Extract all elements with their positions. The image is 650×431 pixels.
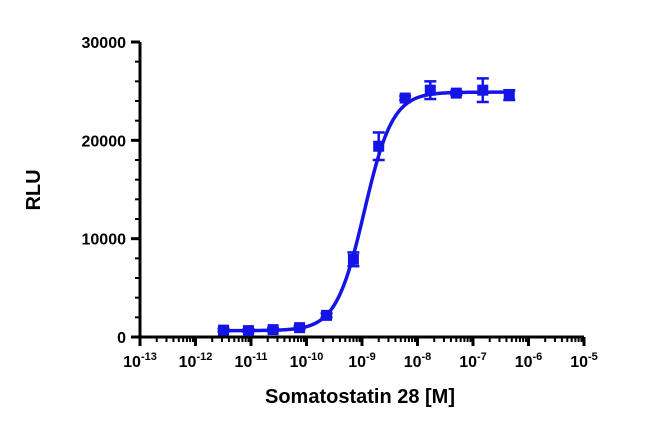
x-tick-label: 10-6 xyxy=(515,351,543,371)
fit-curve xyxy=(223,90,510,333)
x-tick-label: 10-10 xyxy=(290,351,324,371)
square-marker xyxy=(218,324,230,336)
x-axis-title: Somatostatin 28 [M] xyxy=(265,386,455,408)
data-point xyxy=(293,322,306,334)
data-point xyxy=(217,324,230,336)
square-marker xyxy=(373,140,385,152)
data-points-layer xyxy=(217,77,516,337)
square-marker xyxy=(399,92,411,104)
square-marker xyxy=(424,84,436,96)
y-tick-label: 10000 xyxy=(82,232,127,249)
data-point xyxy=(424,80,437,101)
data-point xyxy=(503,88,516,102)
x-tick-label: 10-13 xyxy=(123,351,157,371)
square-marker xyxy=(503,89,515,101)
square-marker xyxy=(294,322,306,334)
square-marker xyxy=(267,324,279,336)
x-tick-label: 10-5 xyxy=(570,351,598,371)
y-axis: 0 10000 20000 30000 xyxy=(82,35,142,347)
y-tick-label: 30000 xyxy=(82,35,127,52)
x-tick-label: 10-11 xyxy=(234,351,267,371)
x-tick-label: 10-12 xyxy=(179,351,213,371)
y-tick-label: 20000 xyxy=(82,133,127,150)
y-axis-title: RLU xyxy=(23,169,45,210)
data-point xyxy=(347,251,360,268)
x-tick-label: 10-9 xyxy=(348,351,376,371)
y-tick-label: 0 xyxy=(117,330,126,347)
square-marker xyxy=(242,325,254,337)
square-marker xyxy=(450,87,462,99)
data-point xyxy=(399,92,412,104)
data-point xyxy=(242,325,255,337)
data-point xyxy=(372,131,385,162)
data-point xyxy=(320,309,333,321)
x-axis: 10-13 10-12 10-11 10-10 10-9 10-8 10-7 10-6 10-5 xyxy=(123,335,598,371)
data-point xyxy=(267,324,280,336)
data-point xyxy=(476,77,489,104)
fit-curve-layer xyxy=(223,90,510,333)
square-marker xyxy=(347,253,359,265)
data-point xyxy=(450,87,463,99)
x-tick-label: 10-7 xyxy=(459,351,487,371)
square-marker xyxy=(321,309,333,321)
square-marker xyxy=(477,84,489,96)
x-tick-label: 10-8 xyxy=(404,351,432,371)
